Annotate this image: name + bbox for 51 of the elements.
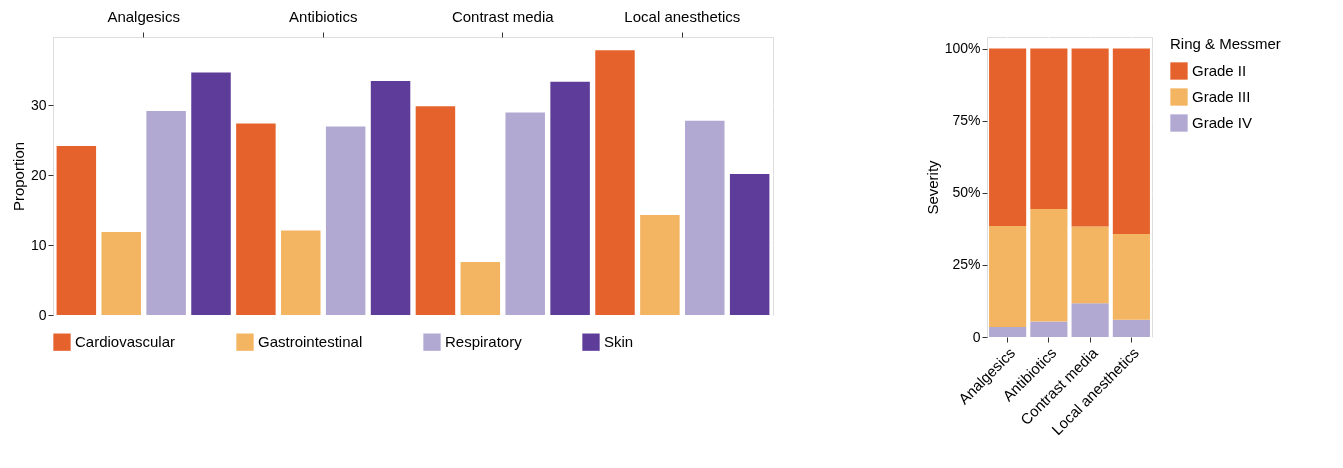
x-tick-label: Contrast media [451, 7, 555, 25]
legend-title: Ring & Messmer [1170, 35, 1281, 52]
bar [370, 81, 411, 315]
bar [1071, 303, 1109, 337]
x-tick-label: Local anesthetics [624, 7, 741, 25]
legend-label: Skin [604, 333, 634, 351]
x-tick-label: Analgesics [107, 7, 180, 25]
legend-label: Grade II [1192, 62, 1247, 79]
bar [685, 120, 725, 315]
bar [1030, 321, 1068, 337]
bar [281, 230, 321, 315]
bar [1071, 48, 1109, 227]
y-tick-label: 10 [30, 236, 47, 253]
legend-label: Respiratory [445, 333, 523, 351]
bar [1112, 48, 1150, 235]
y-axis-title: Proportion [9, 141, 27, 212]
bar [1112, 319, 1150, 337]
bar [236, 123, 276, 315]
bar [550, 81, 590, 315]
y-tick-label: 25% [952, 256, 981, 273]
x-tick-label: Antibiotics [289, 7, 358, 25]
bar [460, 261, 501, 315]
y-tick-label: 0 [972, 328, 981, 345]
bar [989, 326, 1027, 337]
bar [1030, 48, 1068, 209]
bar [1030, 208, 1068, 322]
legend-label: Cardiovascular [75, 333, 176, 351]
bar [729, 173, 770, 315]
bar [505, 112, 545, 315]
bar [101, 231, 141, 315]
legend-label: Grade III [1192, 88, 1251, 105]
bar [989, 225, 1027, 327]
y-tick-label: 0 [38, 306, 47, 323]
bar [146, 111, 186, 315]
legend-label: Gastrointestinal [258, 333, 363, 351]
bar [1071, 226, 1109, 304]
bar [595, 50, 635, 315]
bar [56, 145, 97, 315]
bar [325, 126, 366, 315]
bar [191, 72, 231, 315]
legend-label: Grade IV [1192, 114, 1253, 131]
y-tick-label: 30 [30, 96, 47, 113]
bar [989, 48, 1027, 226]
y-tick-label: 20 [30, 166, 47, 183]
bar [415, 106, 456, 315]
bar [640, 215, 680, 315]
y-tick-label: 75% [952, 112, 981, 129]
y-axis-title: Severity [923, 159, 941, 215]
y-tick-label: 50% [952, 184, 981, 201]
bar [1112, 234, 1150, 320]
y-tick-label: 100% [944, 40, 981, 57]
